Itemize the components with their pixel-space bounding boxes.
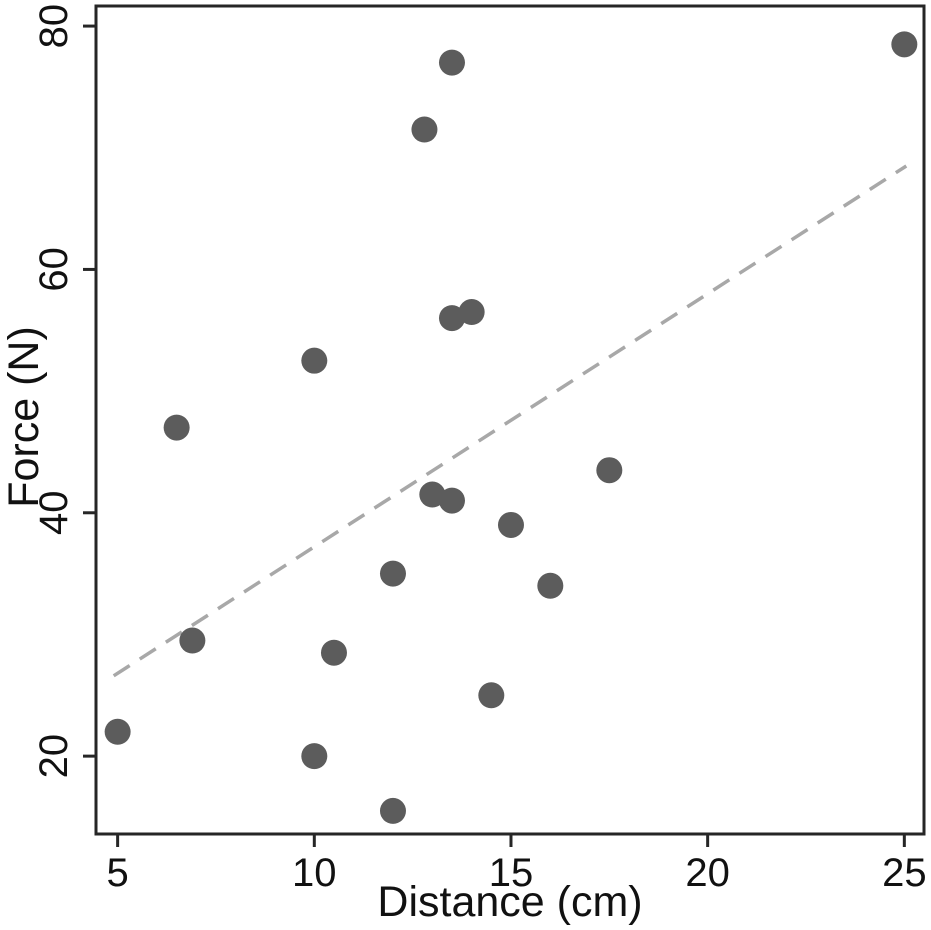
data-point bbox=[320, 639, 347, 666]
data-point bbox=[104, 718, 131, 745]
data-point bbox=[379, 560, 406, 587]
x-tick-label: 10 bbox=[292, 851, 337, 895]
data-point bbox=[301, 347, 328, 374]
data-point bbox=[891, 31, 918, 58]
data-point bbox=[179, 627, 206, 654]
trend-line bbox=[112, 164, 908, 678]
data-point bbox=[419, 481, 446, 508]
x-tick-label: 25 bbox=[882, 851, 927, 895]
x-tick-label: 20 bbox=[685, 851, 730, 895]
y-tick-label: 40 bbox=[32, 491, 76, 536]
x-tick-label: 15 bbox=[489, 851, 534, 895]
data-point bbox=[163, 414, 190, 441]
data-point bbox=[301, 743, 328, 770]
data-point bbox=[438, 49, 465, 76]
x-axis-label: Distance (cm) bbox=[377, 878, 642, 926]
y-tick-label: 20 bbox=[32, 734, 76, 779]
data-point bbox=[438, 487, 465, 514]
x-tick-label: 5 bbox=[107, 851, 129, 895]
data-point bbox=[596, 457, 623, 484]
data-point bbox=[537, 572, 564, 599]
y-axis-label: Force (N) bbox=[0, 326, 48, 508]
data-point bbox=[379, 797, 406, 824]
y-tick-label: 60 bbox=[32, 247, 76, 292]
y-tick-label: 80 bbox=[32, 4, 76, 49]
data-point bbox=[458, 299, 485, 326]
data-point bbox=[478, 682, 505, 709]
data-point bbox=[411, 116, 438, 143]
plot-area: 5 10 15 20 25 20 40 60 80 bbox=[32, 4, 927, 895]
data-point bbox=[497, 511, 524, 538]
data-point bbox=[438, 305, 465, 332]
